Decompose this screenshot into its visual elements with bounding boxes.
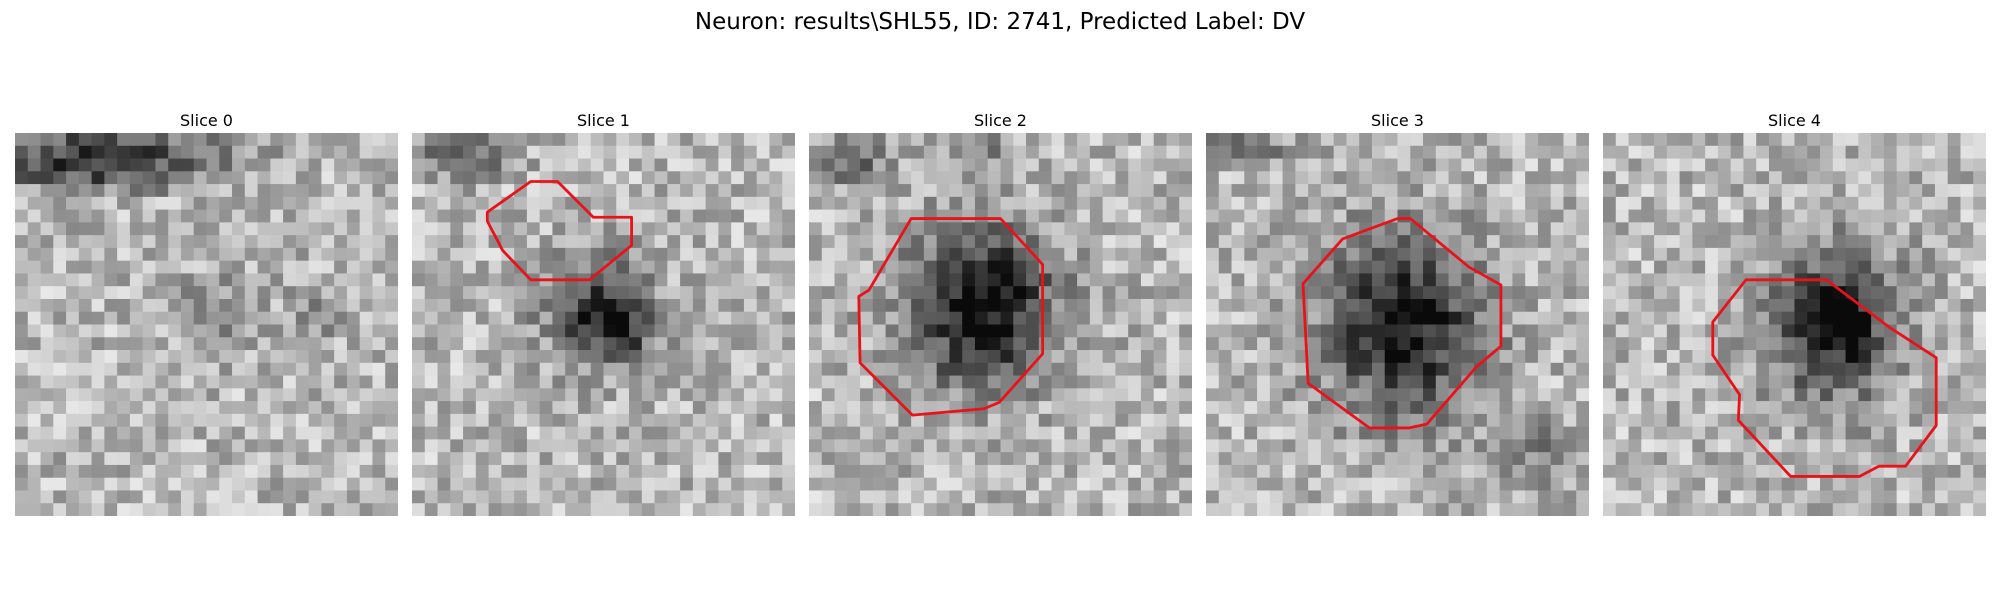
panel-title: Slice 2 bbox=[974, 111, 1027, 130]
segmentation-contour bbox=[1711, 278, 1938, 478]
panel-title: Slice 4 bbox=[1768, 111, 1821, 130]
microscopy-image-slice-1 bbox=[412, 133, 795, 516]
microscopy-image-slice-2 bbox=[809, 133, 1192, 516]
panel-title: Slice 1 bbox=[577, 111, 630, 130]
microscopy-image-slice-4 bbox=[1603, 133, 1986, 516]
microscopy-image-slice-3 bbox=[1206, 133, 1589, 516]
panel-slice-2: Slice 2 bbox=[809, 109, 1192, 516]
figure-title: Neuron: results\SHL55, ID: 2741, Predict… bbox=[694, 9, 1306, 35]
panel-slice-3: Slice 3 bbox=[1206, 109, 1589, 516]
panel-slice-4: Slice 4 bbox=[1603, 109, 1986, 516]
segmentation-contour bbox=[485, 180, 633, 282]
panel-title: Slice 3 bbox=[1371, 111, 1424, 130]
panel-slice-1: Slice 1 bbox=[412, 109, 795, 516]
microscopy-image-slice-0 bbox=[15, 133, 398, 516]
panel-slice-0: Slice 0 bbox=[15, 109, 398, 516]
segmentation-contour bbox=[857, 217, 1045, 417]
panel-title: Slice 0 bbox=[180, 111, 233, 130]
segmentation-contour bbox=[1301, 217, 1503, 430]
